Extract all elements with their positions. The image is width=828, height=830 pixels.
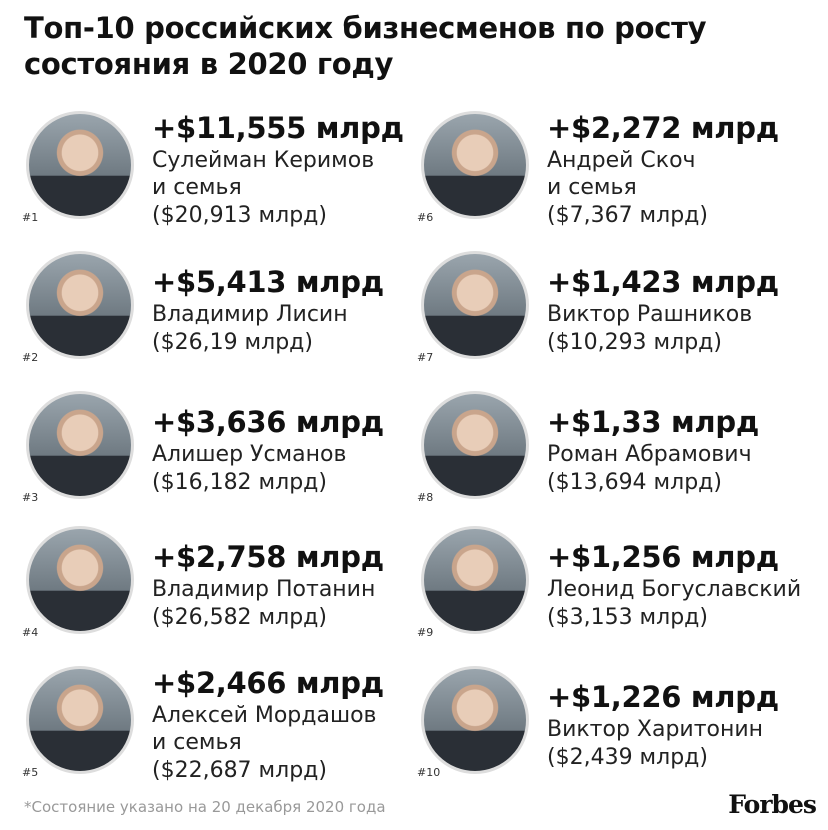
net-worth: ($10,293 млрд) <box>547 330 722 355</box>
net-worth: ($16,182 млрд) <box>152 470 327 495</box>
person-name: и семья <box>152 175 242 200</box>
person-name: Андрей Скоч <box>547 148 696 173</box>
person-name: Алексей Мордашов <box>152 703 377 728</box>
footnote: *Состояние указано на 20 декабря 2020 го… <box>24 798 386 816</box>
rank-label: #4 <box>22 626 39 639</box>
growth-value: +$11,555 млрд <box>152 111 404 145</box>
person-name: Сулейман Керимов <box>152 148 375 173</box>
net-worth: ($2,439 млрд) <box>547 745 708 770</box>
growth-value: +$1,33 млрд <box>547 405 759 439</box>
net-worth: ($13,694 млрд) <box>547 470 722 495</box>
person-name: и семья <box>547 175 637 200</box>
growth-value: +$2,758 млрд <box>152 540 384 574</box>
portrait <box>421 391 529 499</box>
person-name: Виктор Харитонин <box>547 717 764 742</box>
logo: Forbes <box>728 790 817 819</box>
rank-label: #9 <box>417 626 434 639</box>
net-worth: ($7,367 млрд) <box>547 203 708 228</box>
person-name: и семья <box>152 730 242 755</box>
portrait <box>26 251 134 359</box>
rank-label: #8 <box>417 491 434 504</box>
rank-label: #1 <box>22 211 39 224</box>
growth-value: +$1,423 млрд <box>547 265 779 299</box>
growth-value: +$1,256 млрд <box>547 540 779 574</box>
person-name: Леонид Богуславский <box>547 577 802 602</box>
portrait <box>421 251 529 359</box>
net-worth: ($20,913 млрд) <box>152 203 327 228</box>
person-name: Виктор Рашников <box>547 302 753 327</box>
portrait <box>421 666 529 774</box>
rank-label: #3 <box>22 491 39 504</box>
person-name: Владимир Лисин <box>152 302 348 327</box>
rank-label: #6 <box>417 211 434 224</box>
portrait <box>26 666 134 774</box>
portrait <box>26 391 134 499</box>
portrait <box>26 111 134 219</box>
person-name: Алишер Усманов <box>152 442 347 467</box>
title: Топ-10 российских бизнесменов по росту с… <box>24 11 707 81</box>
net-worth: ($26,582 млрд) <box>152 605 327 630</box>
growth-value: +$2,272 млрд <box>547 111 779 145</box>
portrait <box>421 111 529 219</box>
rank-label: #2 <box>22 351 39 364</box>
rank-label: #5 <box>22 766 39 779</box>
growth-value: +$1,226 млрд <box>547 680 779 714</box>
growth-value: +$5,413 млрд <box>152 265 384 299</box>
person-name: Роман Абрамович <box>547 442 752 467</box>
person-name: Владимир Потанин <box>152 577 376 602</box>
net-worth: ($26,19 млрд) <box>152 330 313 355</box>
portrait <box>26 526 134 634</box>
net-worth: ($3,153 млрд) <box>547 605 708 630</box>
portrait <box>421 526 529 634</box>
growth-value: +$2,466 млрд <box>152 666 384 700</box>
rank-label: #7 <box>417 351 434 364</box>
net-worth: ($22,687 млрд) <box>152 758 327 783</box>
growth-value: +$3,636 млрд <box>152 405 384 439</box>
rank-label: #10 <box>417 766 441 779</box>
